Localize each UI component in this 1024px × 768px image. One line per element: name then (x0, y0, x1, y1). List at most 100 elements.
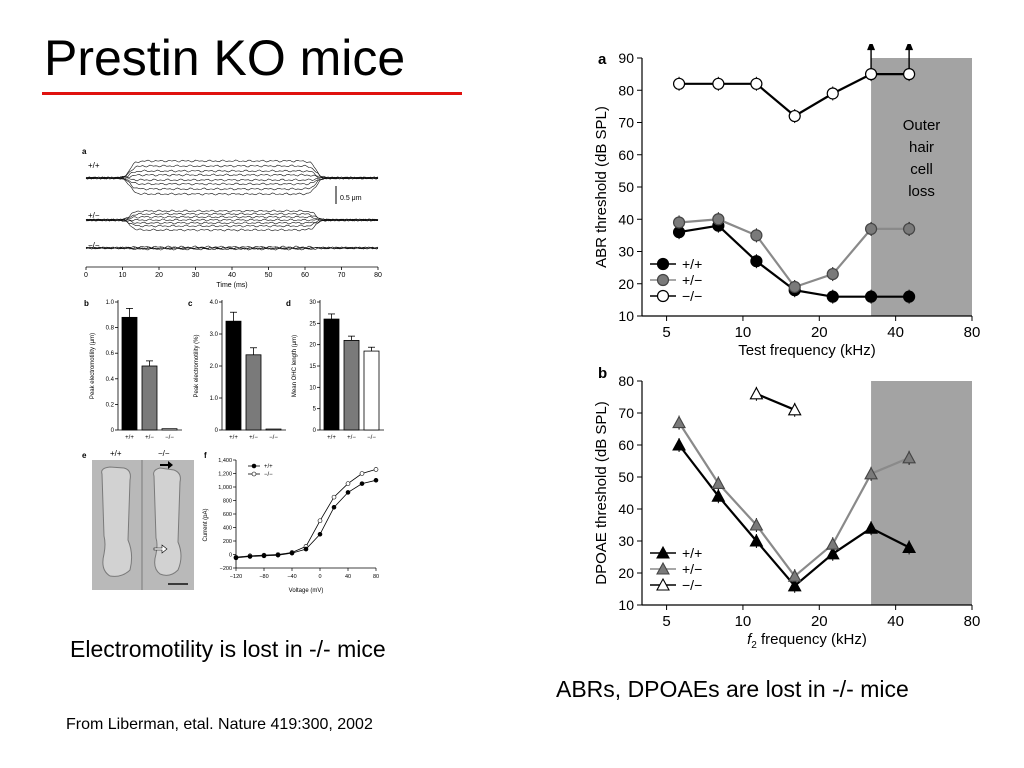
bar (245, 354, 262, 431)
bar (121, 316, 138, 431)
data-point (864, 68, 878, 81)
data-point (656, 561, 670, 575)
bar-y-tick-label: 25 (309, 321, 316, 327)
bar (323, 318, 340, 431)
trace-wt (85, 173, 379, 180)
bar-panel-ylabel: Peak electromotility (μm) (90, 333, 96, 399)
data-point (787, 569, 802, 582)
x-tick-label: 5 (662, 613, 670, 630)
iv-y-tick-label: 1,400 (218, 458, 232, 464)
time-tick-label: 80 (374, 272, 382, 279)
trace-ko (85, 246, 379, 250)
bar (161, 428, 178, 431)
bar-y-tick-label: 15 (309, 364, 316, 370)
data-point (672, 216, 686, 229)
citation: From Liberman, etal. Nature 419:300, 200… (66, 716, 373, 733)
y-tick-label: 90 (618, 50, 634, 66)
trace-ko (85, 245, 379, 250)
legend-label: +/− (682, 272, 702, 288)
iv-point-wt (233, 555, 239, 561)
iv-point-wt (359, 481, 365, 486)
x-tick-label: 20 (811, 324, 828, 341)
iv-point-wt (275, 552, 281, 558)
time-tick-label: 50 (265, 272, 273, 279)
arrow-up-icon (867, 44, 876, 51)
hair-cell-wt (101, 466, 133, 577)
y-tick-label: 30 (618, 533, 634, 549)
y-tick-label: 20 (618, 565, 634, 581)
title-underline (42, 92, 462, 95)
x-axis-label-rest: frequency (kHz) (757, 631, 867, 648)
bar-y-tick-label: 0.8 (106, 326, 115, 332)
micrograph-label-wt: +/+ (110, 449, 122, 458)
bar-y-tick-label: 0 (215, 428, 219, 434)
x-tick-label: 10 (735, 613, 752, 630)
hair-cell-ko (153, 467, 182, 576)
x-axis-label: Test frequency (kHz) (738, 342, 876, 359)
x-axis-label-f: f (747, 631, 753, 648)
x-axis-label-sub: 2 (751, 640, 757, 651)
scale-bar-label: 0.5 μm (340, 195, 362, 202)
iv-point-wt (247, 554, 253, 559)
time-tick-label: 30 (192, 272, 200, 279)
trace-label-ko: −/− (88, 241, 100, 250)
trace-het (85, 218, 379, 222)
data-point (788, 109, 801, 123)
hair-cell-loss-region (871, 381, 972, 605)
bar-panel-label: b (84, 299, 89, 308)
panel-a-traces: a +/+ +/− −/− 0.5 μm 0 10 20 30 40 50 60 70 80 T… (82, 147, 382, 289)
bar-y-tick-label: 0 (111, 428, 115, 434)
y-tick-label: 40 (618, 501, 634, 517)
legend-label: +/− (682, 561, 702, 577)
caption-abr-dpoae: ABRs, DPOAEs are lost in -/- mice (556, 676, 909, 702)
trace-label-het: +/− (88, 211, 100, 220)
data-point (903, 222, 916, 236)
data-point (656, 273, 670, 287)
data-point (750, 229, 763, 242)
bar (141, 365, 158, 431)
bar-panel-label: c (188, 299, 193, 308)
panel-e-label: e (82, 451, 87, 460)
bar-panel-ylabel: Peak electromotility (%) (194, 334, 200, 397)
data-point (825, 537, 840, 550)
data-point (750, 77, 763, 90)
annotation-line: hair (909, 139, 934, 156)
abr-dpoae-figure: a b 10 20 30 40 50 60 70 80 90 5 10 20 40 80 ABR thres… (593, 44, 980, 651)
iv-x-tick-label: −80 (259, 574, 268, 580)
slide-title: Prestin KO mice (44, 30, 406, 86)
iv-y-tick-label: 600 (223, 512, 232, 518)
trace-het (85, 212, 379, 222)
abr-threshold-chart: 10 20 30 40 50 60 70 80 90 5 10 20 40 80 ABR threshold… (593, 44, 980, 359)
data-point (712, 77, 725, 90)
bar-panel-ylabel: Mean OHC length (μm) (292, 335, 298, 397)
time-tick-label: 40 (228, 272, 236, 279)
data-point (788, 280, 801, 294)
data-point (902, 450, 917, 464)
iv-y-tick-label: 400 (223, 526, 232, 532)
iv-point-wt (345, 490, 351, 495)
iv-y-tick-label: 800 (223, 499, 232, 505)
x-tick-label: 40 (887, 613, 904, 630)
bar-y-tick-label: 10 (309, 385, 316, 391)
iv-legend-marker (251, 463, 257, 469)
iv-point-wt (303, 546, 309, 552)
panel-f-iv-curve: f Current (pA) Voltage (mV) −20002004006… (203, 451, 379, 594)
trace-label-wt: +/+ (88, 161, 100, 170)
annotation-line: Outer (903, 117, 941, 134)
time-tick-label: 20 (155, 272, 163, 279)
y-tick-label: 30 (618, 244, 634, 260)
y-tick-label: 10 (618, 597, 634, 613)
bar-category-label: +/− (347, 435, 356, 441)
series-line (755, 392, 796, 411)
bar-y-tick-label: 1.0 (210, 396, 219, 402)
y-axis-label: DPOAE threshold (dB SPL) (593, 401, 610, 584)
data-point (826, 290, 839, 303)
iv-point-ko (331, 494, 337, 500)
legend-label: −/− (682, 577, 702, 593)
iv-y-tick-label: 1,200 (218, 472, 232, 478)
trace-wt (85, 169, 379, 180)
time-tick-label: 10 (119, 272, 127, 279)
bar (265, 428, 282, 431)
data-point (787, 402, 802, 416)
y-tick-label: 80 (618, 82, 634, 98)
